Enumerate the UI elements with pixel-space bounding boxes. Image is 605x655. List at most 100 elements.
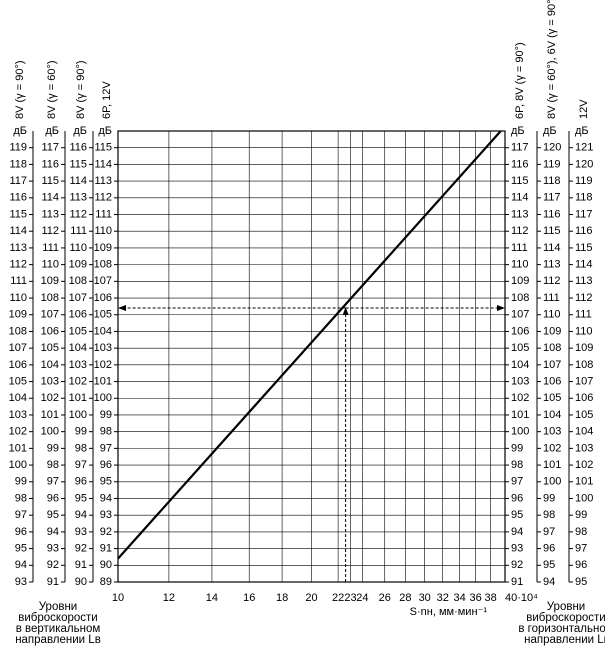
- scale-tick-label: 109: [41, 275, 59, 287]
- scale-tick-label: 99: [100, 409, 112, 421]
- scale-tick-label: 114: [543, 242, 561, 254]
- scale-tick-label: 94: [543, 576, 555, 588]
- scale-tick-label: 98: [543, 509, 555, 521]
- scale-tick-label: 106: [511, 325, 529, 337]
- scale-tick-label: 114: [511, 192, 529, 204]
- scale-tick-label: 102: [41, 392, 59, 404]
- scale-tick-label: 119: [9, 142, 27, 154]
- scale-tick-label: 95: [575, 576, 587, 588]
- scale-tick-label: 106: [69, 309, 87, 321]
- scale-tick-label: 94: [75, 509, 87, 521]
- scale-tick-label: 90: [100, 559, 112, 571]
- scale-tick-label: 93: [47, 542, 59, 554]
- scale-tick-label: 89: [100, 576, 112, 588]
- scale-tick-label: 116: [41, 158, 59, 170]
- scale-tick-label: 113: [94, 175, 112, 187]
- scale-tick-label: 111: [10, 275, 27, 287]
- scale-tick-label: 101: [69, 392, 87, 404]
- scale-tick-label: 118: [575, 192, 593, 204]
- axis-note: Уровни: [547, 601, 585, 613]
- scale-tick-label: 98: [575, 526, 587, 538]
- scale-tick-label: 98: [511, 459, 523, 471]
- scale-tick-label: 110: [41, 259, 59, 271]
- scale-tick-label: 112: [41, 225, 59, 237]
- scale-tick-label: 97: [511, 476, 523, 488]
- scale-tick-label: 102: [69, 375, 87, 387]
- scale-tick-label: 103: [9, 409, 27, 421]
- scale-tick-label: 105: [575, 409, 593, 421]
- scale-tick-label: 115: [511, 175, 529, 187]
- scale-tick-label: 104: [69, 342, 87, 354]
- scale-tick-label: 117: [41, 142, 59, 154]
- scale-tick-label: 107: [575, 375, 593, 387]
- x-tick-label: 12: [163, 592, 175, 604]
- scale-tick-label: 101: [575, 476, 593, 488]
- scale-tick-label: 111: [543, 292, 560, 304]
- x-tick-label: 14: [206, 592, 218, 604]
- scale-tick-label: 116: [575, 225, 593, 237]
- scale-name: 12V: [578, 99, 590, 119]
- scale-tick-label: 104: [543, 409, 561, 421]
- x-axis-label: S·nн, мм·мин⁻¹: [410, 606, 488, 618]
- scale-tick-label: 103: [41, 375, 59, 387]
- x-tick-label: 26: [379, 592, 391, 604]
- scale-tick-label: 99: [15, 476, 27, 488]
- scale-tick-label: 105: [94, 309, 112, 321]
- scale-tick-label: 116: [543, 208, 561, 220]
- x-tick-label: 30: [419, 592, 431, 604]
- scale-unit: дБ: [98, 125, 112, 137]
- scale-tick-label: 96: [511, 492, 523, 504]
- scale-tick-label: 104: [41, 359, 59, 371]
- scale-tick-label: 109: [9, 309, 27, 321]
- scale-tick-label: 117: [543, 192, 561, 204]
- scale-unit: дБ: [511, 125, 525, 137]
- scale-tick-label: 108: [41, 292, 59, 304]
- scale-tick-label: 106: [41, 325, 59, 337]
- scale-tick-label: 112: [94, 192, 112, 204]
- scale-tick-label: 106: [575, 392, 593, 404]
- scale-tick-label: 91: [47, 576, 59, 588]
- axis-note: направлении Lг: [524, 634, 605, 646]
- scale-tick-label: 109: [69, 259, 87, 271]
- scale-tick-label: 114: [69, 175, 87, 187]
- scale-tick-label: 117: [9, 175, 27, 187]
- axis-note: в вертикальном: [16, 623, 101, 635]
- data-line: [117, 130, 502, 560]
- scale-tick-label: 91: [100, 542, 112, 554]
- scale-tick-label: 92: [511, 559, 523, 571]
- x-tick-label: 20: [305, 592, 317, 604]
- scale-tick-label: 110: [543, 309, 561, 321]
- scale-tick-label: 99: [75, 426, 87, 438]
- scale-tick-label: 108: [69, 275, 87, 287]
- scale-unit: дБ: [575, 125, 589, 137]
- scale-tick-label: 95: [47, 509, 59, 521]
- scale-tick-label: 94: [100, 492, 112, 504]
- scale-tick-label: 100: [69, 409, 87, 421]
- scale-tick-label: 94: [15, 559, 27, 571]
- scale-unit: дБ: [543, 125, 557, 137]
- scale-tick-label: 103: [543, 426, 561, 438]
- scale-tick-label: 113: [543, 259, 561, 271]
- axis-note: виброскорости: [526, 612, 605, 624]
- scale-tick-label: 102: [9, 426, 27, 438]
- scale-tick-label: 101: [41, 409, 59, 421]
- x-tick-label: 28: [399, 592, 411, 604]
- scale-tick-label: 101: [9, 442, 27, 454]
- scale-name: 8V (γ = 60°), 6V (γ = 90°): [546, 0, 558, 119]
- scale-tick-label: 120: [575, 158, 593, 170]
- scale-tick-label: 115: [41, 175, 59, 187]
- scale-tick-label: 95: [100, 476, 112, 488]
- scale-tick-label: 107: [94, 275, 112, 287]
- scale-tick-label: 102: [543, 442, 561, 454]
- scale-tick-label: 120: [543, 142, 561, 154]
- scale-tick-label: 109: [575, 342, 593, 354]
- scale-name: 6P, 8V (γ = 90°): [514, 42, 526, 119]
- scale-tick-label: 109: [511, 275, 529, 287]
- scale-tick-label: 114: [94, 158, 112, 170]
- scale-tick-label: 105: [543, 392, 561, 404]
- scale-tick-label: 107: [41, 309, 59, 321]
- scale-tick-label: 100: [575, 492, 593, 504]
- scale-tick-label: 100: [9, 459, 27, 471]
- scale-tick-label: 118: [9, 158, 27, 170]
- scale-tick-label: 90: [75, 576, 87, 588]
